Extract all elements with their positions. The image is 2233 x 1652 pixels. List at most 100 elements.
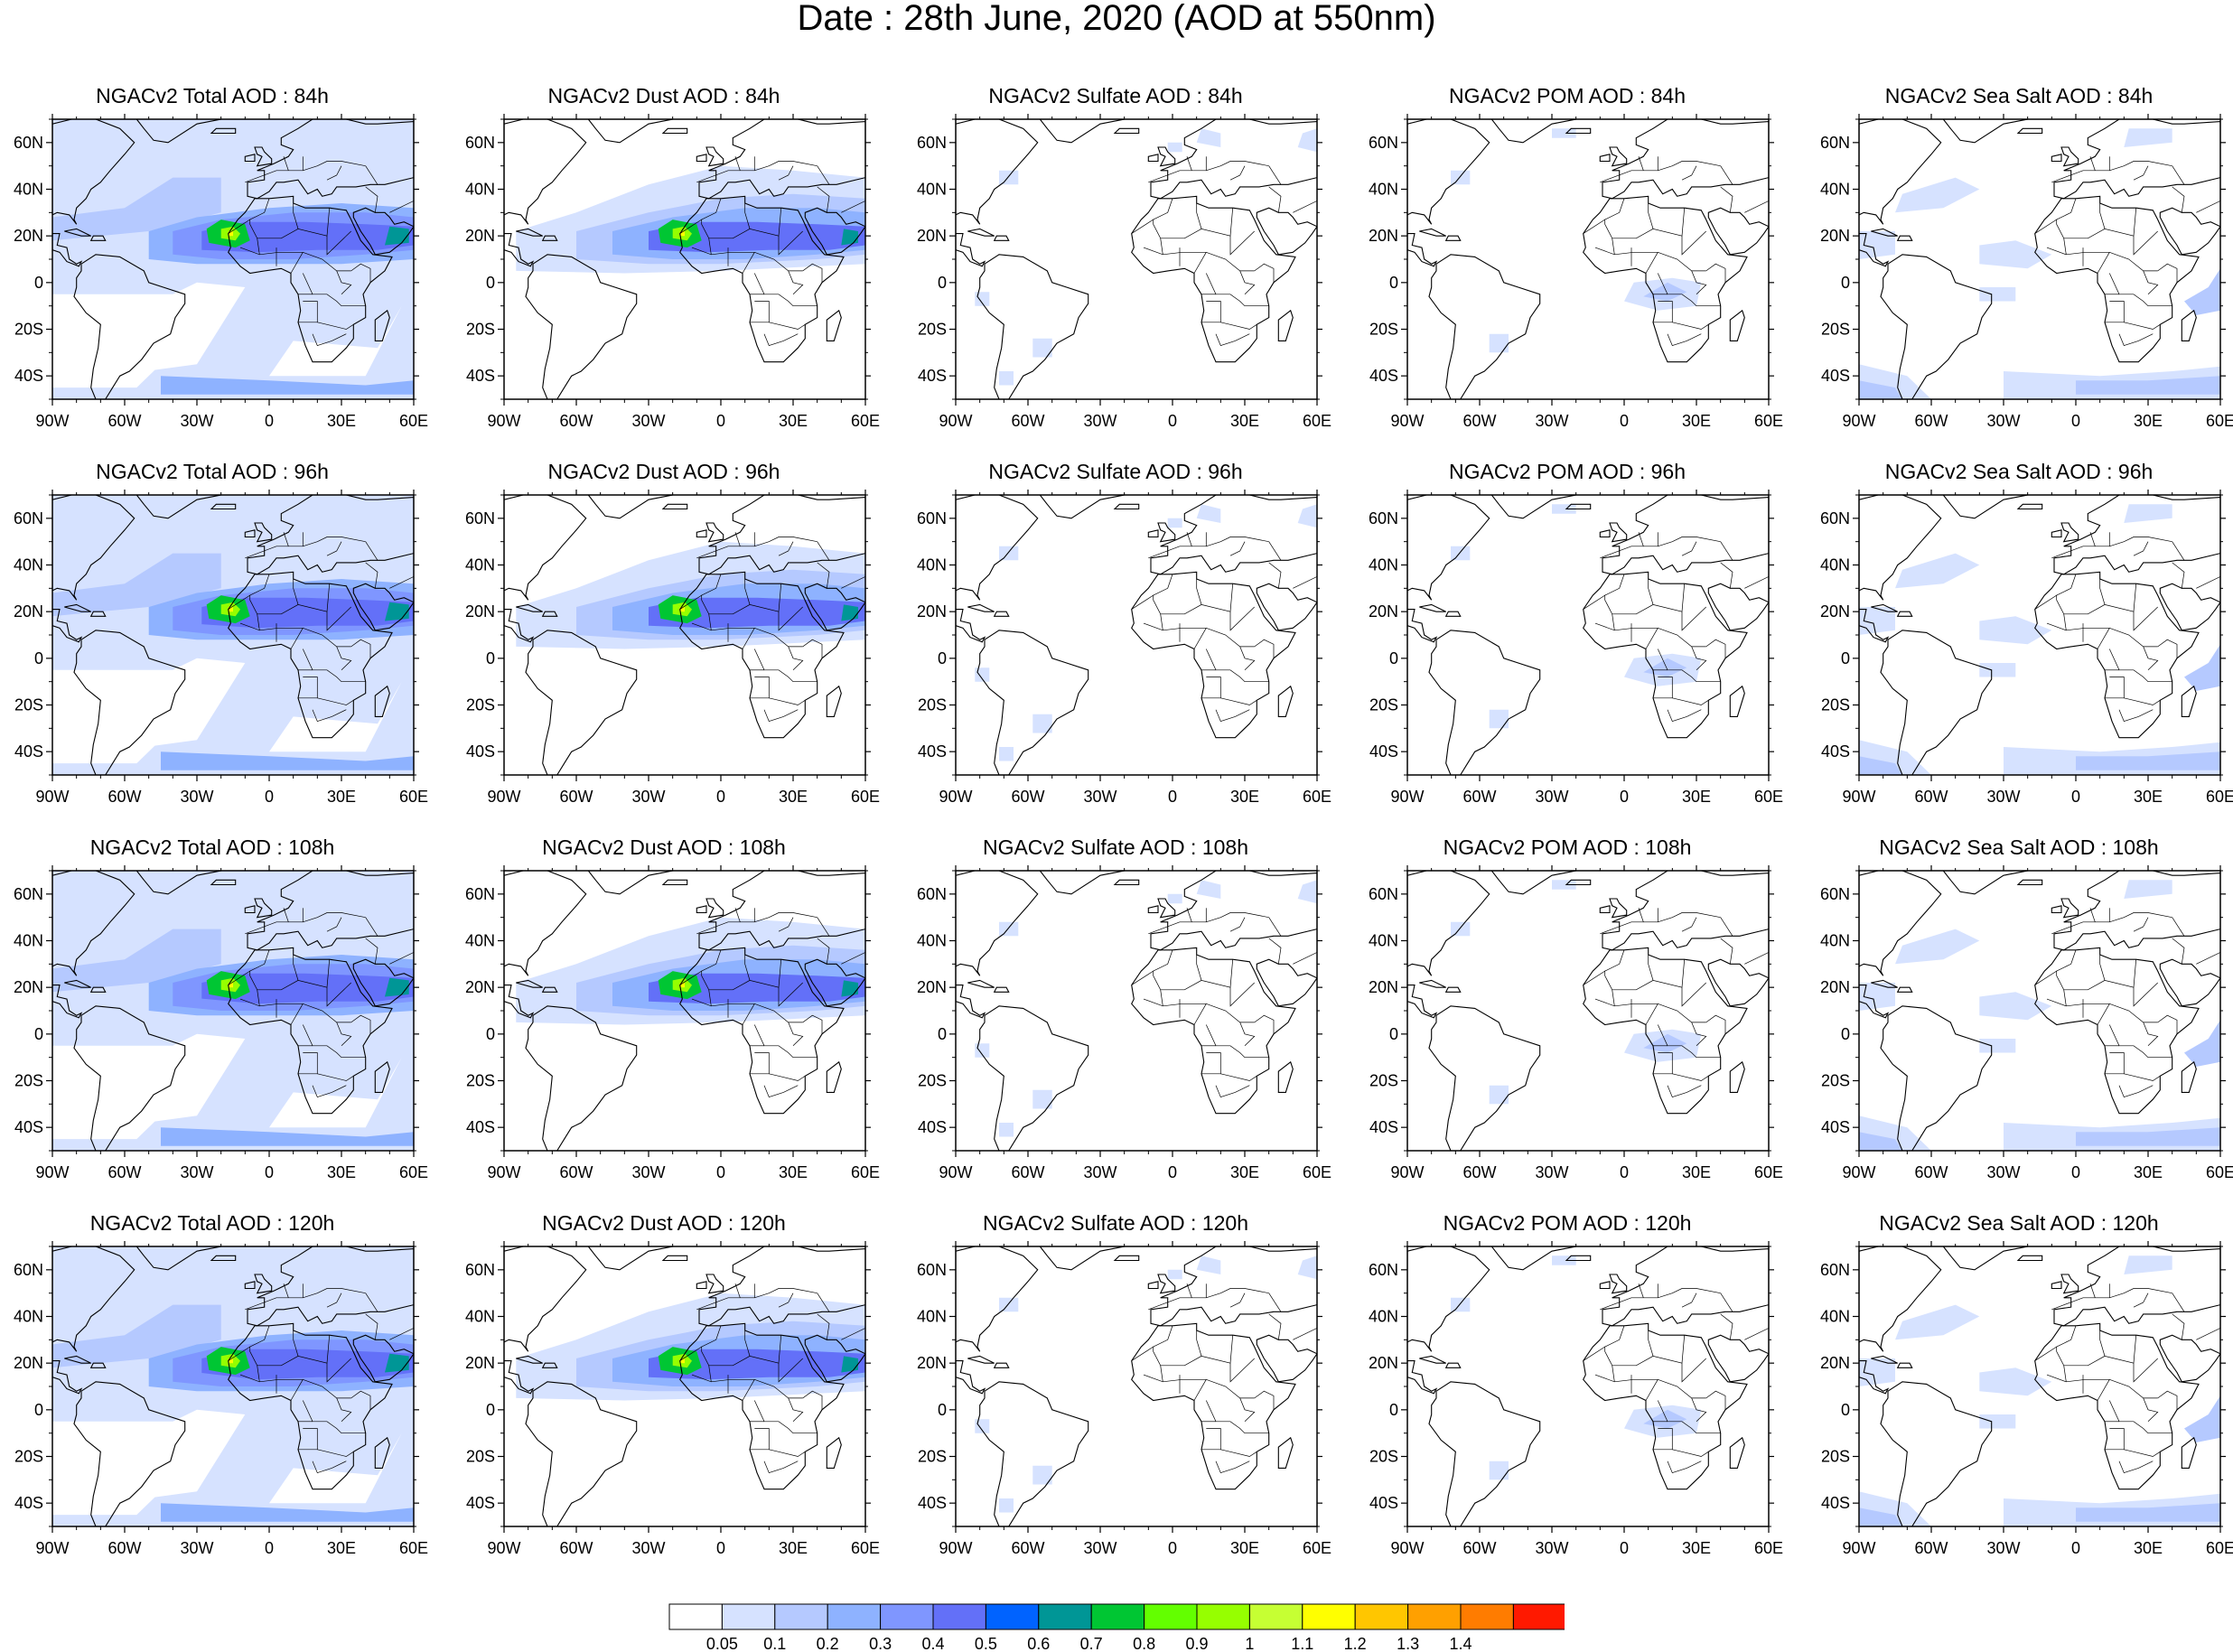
x-tick-label: 0 — [1620, 412, 1629, 430]
country-border — [389, 1328, 414, 1340]
coastline-centralAmerica — [52, 609, 83, 643]
coastline-hispaniola — [1896, 611, 1913, 617]
country-border — [1645, 1379, 1658, 1401]
x-tick-label: 30E — [2134, 788, 2163, 806]
x-tick-label: 30W — [1535, 1163, 1568, 1181]
country-border — [2172, 1313, 2185, 1340]
coastline-europe — [698, 871, 865, 951]
x-tick-label: 60E — [851, 1163, 880, 1181]
map-plot: 90W 60W 30W 0 30E 60E 60N 40N 20N 0 20S 40S — [917, 865, 1331, 1181]
country-border — [2063, 613, 2067, 630]
x-tick-label: 60W — [1914, 412, 1948, 430]
country-border — [1604, 574, 1625, 596]
coastline-northAmerica — [52, 495, 135, 601]
country-border — [1153, 1325, 1173, 1348]
coastline-africa — [1583, 195, 1748, 363]
coastline-africa — [228, 195, 393, 363]
coastline-hispaniola — [1444, 235, 1462, 241]
y-tick-label: 20S — [14, 1448, 43, 1466]
country-border — [1744, 1328, 1769, 1340]
coastline-arabia — [804, 207, 865, 256]
aod-contour — [1196, 880, 1221, 899]
country-border — [1667, 1461, 1702, 1474]
coastline-arabia — [1256, 207, 1317, 256]
country-border — [1657, 273, 1721, 307]
country-border — [1131, 594, 1255, 631]
y-tick-label: 20N — [14, 1354, 43, 1372]
coastline-hispaniola — [89, 235, 107, 241]
panel-title: NGACv2 Sulfate AOD : 120h — [982, 1211, 1249, 1235]
colorbar-box — [827, 1603, 882, 1630]
x-tick-label: 0 — [1168, 412, 1177, 430]
aod-contour — [2076, 751, 2220, 770]
x-tick-label: 60E — [851, 1539, 880, 1557]
coastline-cuba — [64, 603, 91, 612]
coastline-arabia — [352, 207, 414, 256]
country-border — [2133, 1335, 2137, 1364]
x-tick-label: 60E — [2206, 788, 2233, 806]
coastline-africa — [679, 947, 845, 1115]
country-border — [2108, 273, 2172, 307]
coastline-madagascar — [2181, 1436, 2197, 1469]
map-background — [1407, 119, 1769, 399]
coastline-britain — [705, 898, 724, 919]
coastline-cuba — [1419, 1355, 1446, 1364]
country-border — [2097, 1003, 2110, 1025]
country-border — [1186, 908, 1192, 922]
coastline-iceland — [210, 503, 237, 510]
country-border — [228, 1346, 351, 1383]
coastline-hispaniola — [993, 235, 1010, 241]
x-tick-label: 30E — [1682, 1539, 1711, 1557]
panel-title: NGACv2 Dust AOD : 96h — [547, 460, 780, 483]
map-plot: 90W 60W 30W 0 30E 60E 60N 40N 20N 0 20S 40S — [465, 865, 880, 1181]
country-border — [744, 1330, 751, 1357]
country-border — [778, 208, 782, 237]
country-border — [365, 1313, 378, 1340]
country-border — [778, 1293, 794, 1308]
country-border — [753, 273, 818, 307]
map-panel-seasalt-96h: NGACv2 Sea Salt AOD : 96h 90W 60W 30W 0 30E 60… — [1807, 459, 2233, 835]
country-border — [1160, 989, 1163, 1006]
aod-contour — [1979, 663, 2016, 677]
coastline-europe — [1602, 495, 1769, 575]
x-tick-label: 0 — [2071, 1163, 2080, 1181]
coastline-britain — [254, 1274, 273, 1294]
coastlines — [1407, 119, 1769, 399]
coastline-ireland — [1599, 154, 1611, 163]
y-tick-label: 20S — [466, 1072, 495, 1090]
colorbar-label: 0.2 — [817, 1635, 839, 1652]
x-tick-label: 0 — [2071, 788, 2080, 806]
country-border — [817, 165, 830, 185]
country-border — [298, 1052, 318, 1075]
y-tick-label: 20N — [917, 602, 947, 621]
y-tick-label: 0 — [1389, 649, 1398, 667]
x-tick-label: 30E — [779, 412, 808, 430]
country-border — [1220, 697, 1257, 705]
country-border — [701, 949, 722, 972]
x-tick-label: 0 — [716, 1163, 725, 1181]
coastline-iceland — [1113, 1255, 1140, 1262]
coastline-europe — [1150, 871, 1317, 951]
y-tick-label: 40S — [466, 1494, 495, 1512]
y-tick-label: 60N — [14, 1261, 43, 1279]
y-tick-label: 20S — [466, 1448, 495, 1466]
country-border — [1583, 970, 1706, 1007]
country-border — [1667, 1085, 1702, 1098]
country-border — [1638, 908, 1644, 922]
y-tick-label: 20N — [1369, 1354, 1398, 1372]
country-border — [841, 952, 865, 965]
y-tick-label: 20N — [1820, 602, 1850, 621]
aod-field — [975, 504, 1317, 761]
x-tick-label: 90W — [487, 788, 520, 806]
x-tick-label: 30W — [180, 788, 213, 806]
y-tick-label: 0 — [1841, 649, 1850, 667]
x-tick-label: 60W — [1462, 1539, 1496, 1557]
coastline-madagascar — [2181, 1060, 2197, 1093]
country-border — [1653, 677, 1673, 699]
coastline-greenland — [1942, 871, 2029, 895]
coastline-madagascar — [826, 685, 842, 717]
country-border — [1268, 186, 1282, 213]
aod-contour — [161, 751, 414, 770]
coastline-britain — [705, 146, 724, 167]
coastline-northAmerica — [1407, 871, 1490, 976]
